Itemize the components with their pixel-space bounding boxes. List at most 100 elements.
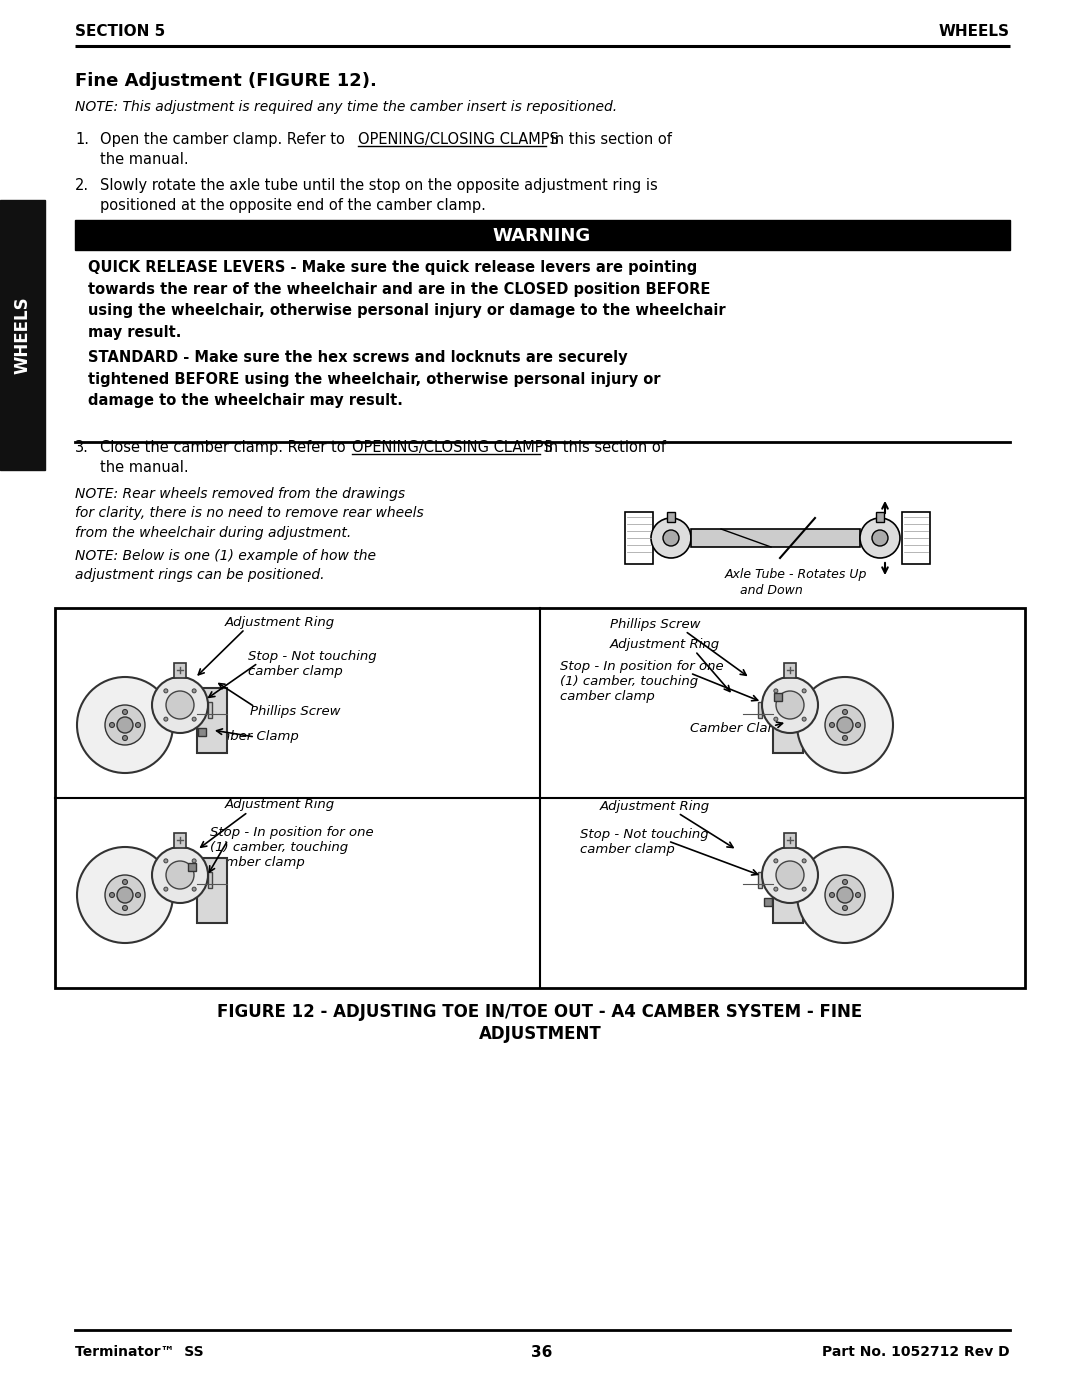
Text: Stop - In position for one
(1) camber, touching
camber clamp: Stop - In position for one (1) camber, t…: [561, 659, 724, 703]
Bar: [773, 858, 804, 922]
Circle shape: [837, 887, 853, 902]
Text: and Down: and Down: [740, 584, 802, 597]
Circle shape: [802, 887, 806, 891]
Circle shape: [109, 722, 114, 728]
Circle shape: [855, 722, 861, 728]
Circle shape: [164, 887, 167, 891]
Bar: [174, 664, 186, 678]
Text: WHEELS: WHEELS: [939, 25, 1010, 39]
Text: Phillips Screw: Phillips Screw: [610, 617, 701, 631]
Bar: [0, 200, 45, 469]
Bar: [764, 898, 772, 907]
Text: QUICK RELEASE LEVERS - Make sure the quick release levers are pointing
towards t: QUICK RELEASE LEVERS - Make sure the qui…: [87, 260, 726, 339]
Text: Camber Clamp: Camber Clamp: [200, 731, 299, 743]
Bar: [774, 693, 782, 700]
Text: Stop - In position for one
(1) camber, touching
camber clamp: Stop - In position for one (1) camber, t…: [210, 826, 374, 869]
Circle shape: [164, 859, 167, 863]
Bar: [75, 250, 1010, 441]
Bar: [625, 511, 653, 564]
Circle shape: [825, 705, 865, 745]
Text: Adjustment Ring: Adjustment Ring: [600, 800, 711, 813]
Circle shape: [152, 847, 208, 902]
Circle shape: [837, 717, 853, 733]
Circle shape: [135, 893, 140, 897]
Circle shape: [122, 710, 127, 714]
Circle shape: [774, 717, 778, 721]
Bar: [902, 511, 930, 564]
Text: SECTION 5: SECTION 5: [75, 25, 165, 39]
Text: WHEELS: WHEELS: [13, 296, 31, 374]
Bar: [55, 608, 1025, 988]
Circle shape: [135, 722, 140, 728]
Circle shape: [762, 678, 818, 733]
Circle shape: [802, 717, 806, 721]
Circle shape: [105, 875, 145, 915]
Text: the manual.: the manual.: [100, 152, 189, 168]
Bar: [773, 687, 804, 753]
Circle shape: [872, 529, 888, 546]
Circle shape: [777, 692, 804, 719]
Circle shape: [842, 735, 848, 740]
Circle shape: [802, 859, 806, 863]
Text: WARNING: WARNING: [492, 226, 591, 244]
Circle shape: [192, 689, 197, 693]
Circle shape: [797, 847, 893, 943]
Circle shape: [825, 875, 865, 915]
Circle shape: [77, 678, 173, 773]
Bar: [208, 872, 212, 888]
Text: 3.: 3.: [75, 440, 89, 455]
Circle shape: [829, 722, 835, 728]
Text: NOTE: Rear wheels removed from the drawings
for clarity, there is no need to rem: NOTE: Rear wheels removed from the drawi…: [75, 488, 423, 541]
Circle shape: [105, 705, 145, 745]
Text: 2.: 2.: [75, 177, 90, 193]
Text: OPENING/CLOSING CLAMPS: OPENING/CLOSING CLAMPS: [357, 131, 558, 147]
Text: NOTE: This adjustment is required any time the camber insert is repositioned.: NOTE: This adjustment is required any ti…: [75, 101, 617, 115]
Text: 1.: 1.: [75, 131, 89, 147]
Circle shape: [164, 689, 167, 693]
Text: positioned at the opposite end of the camber clamp.: positioned at the opposite end of the ca…: [100, 198, 486, 212]
Circle shape: [842, 710, 848, 714]
Circle shape: [122, 905, 127, 911]
Text: Adjustment Ring: Adjustment Ring: [225, 616, 335, 629]
Bar: [784, 664, 796, 678]
Text: Phillips Screw: Phillips Screw: [249, 705, 340, 718]
Text: Camber Clamp: Camber Clamp: [690, 722, 788, 735]
Circle shape: [152, 678, 208, 733]
Circle shape: [109, 893, 114, 897]
Bar: [758, 703, 762, 718]
Bar: [758, 872, 762, 888]
Bar: [197, 687, 227, 753]
Circle shape: [117, 887, 133, 902]
Circle shape: [122, 735, 127, 740]
Text: Open the camber clamp. Refer to: Open the camber clamp. Refer to: [100, 131, 350, 147]
Bar: [174, 833, 186, 848]
Circle shape: [663, 529, 679, 546]
Text: OPENING/CLOSING CLAMPS: OPENING/CLOSING CLAMPS: [352, 440, 553, 455]
Text: STANDARD - Make sure the hex screws and locknuts are securely
tightened BEFORE u: STANDARD - Make sure the hex screws and …: [87, 351, 661, 408]
Circle shape: [117, 717, 133, 733]
Text: FIGURE 12 - ADJUSTING TOE IN/TOE OUT - A4 CAMBER SYSTEM - FINE: FIGURE 12 - ADJUSTING TOE IN/TOE OUT - A…: [217, 1003, 863, 1021]
Circle shape: [777, 861, 804, 888]
Circle shape: [860, 518, 900, 557]
Text: Fine Adjustment (FIGURE 12).: Fine Adjustment (FIGURE 12).: [75, 73, 377, 89]
Text: Stop - Not touching
camber clamp: Stop - Not touching camber clamp: [580, 828, 708, 856]
Circle shape: [829, 893, 835, 897]
Circle shape: [122, 880, 127, 884]
Circle shape: [166, 861, 194, 888]
Circle shape: [774, 859, 778, 863]
Text: Close the camber clamp. Refer to: Close the camber clamp. Refer to: [100, 440, 350, 455]
Circle shape: [774, 689, 778, 693]
Bar: [188, 862, 195, 870]
Text: 36: 36: [531, 1345, 553, 1361]
Bar: [197, 858, 227, 922]
Text: Slowly rotate the axle tube until the stop on the opposite adjustment ring is: Slowly rotate the axle tube until the st…: [100, 177, 658, 193]
Text: Terminator™  SS: Terminator™ SS: [75, 1345, 204, 1359]
Text: NOTE: Below is one (1) example of how the
adjustment rings can be positioned.: NOTE: Below is one (1) example of how th…: [75, 549, 376, 583]
Text: the manual.: the manual.: [100, 460, 189, 475]
Text: in this section of: in this section of: [540, 440, 666, 455]
Circle shape: [651, 518, 691, 557]
Circle shape: [166, 692, 194, 719]
Bar: [667, 511, 675, 522]
Text: Stop - Not touching
camber clamp: Stop - Not touching camber clamp: [248, 650, 377, 678]
Circle shape: [192, 717, 197, 721]
